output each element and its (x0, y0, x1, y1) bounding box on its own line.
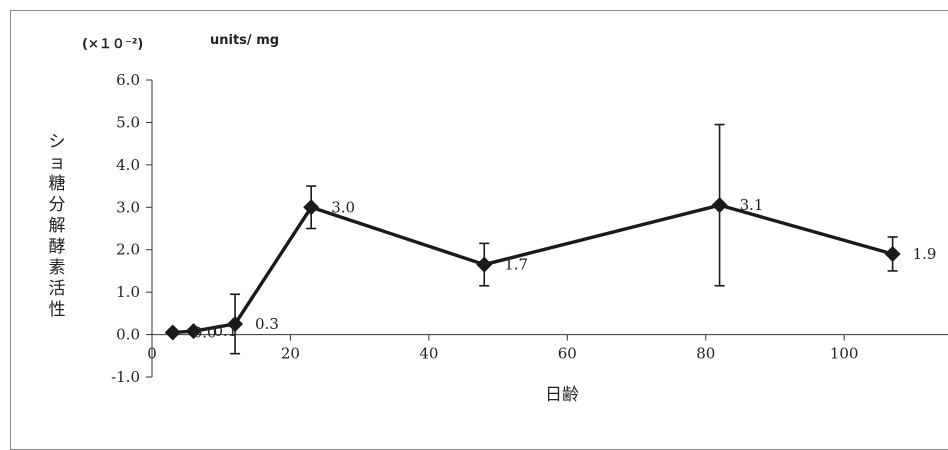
x-tick-label: 100 (830, 345, 859, 363)
y-tick-label: 5.0 (116, 113, 140, 131)
x-tick-label: 80 (696, 345, 715, 363)
series-line (172, 203, 894, 335)
y-tick-label: 2.0 (116, 241, 140, 259)
chart-plot: 6.0 5.0 4.0 3.0 2.0 1.0 0.0 -1.0 0 20 40 60 80 100 0.0… (111, 71, 948, 386)
y-tick-label: -1.0 (111, 368, 140, 386)
data-label: 1.7 (504, 256, 528, 274)
data-label: 0.0 (193, 323, 217, 341)
y-scale-note: (×１０⁻²) (82, 37, 144, 52)
data-label: 0.3 (255, 315, 279, 333)
y-tick-label: 3.0 (116, 198, 140, 216)
data-point-marker (227, 315, 244, 332)
data-label: 3.1 (740, 196, 764, 214)
y-tick-label: 0.0 (116, 326, 140, 344)
y-unit-label: units/ mg (210, 33, 280, 48)
data-point-marker (476, 256, 493, 273)
y-axis-label: ショ糖分解酵素活性 (48, 132, 66, 320)
data-label: 0.1 (214, 322, 238, 340)
data-point-marker (884, 245, 901, 262)
data-point-marker (164, 324, 181, 341)
x-tick-label: 60 (558, 345, 577, 363)
data-point-marker (303, 199, 320, 216)
data-label: 1.9 (913, 245, 937, 263)
y-tick-label: 1.0 (116, 283, 140, 301)
x-tick-label: 0 (147, 345, 157, 363)
x-axis-label: 日齢 (545, 385, 579, 405)
data-point-marker (711, 197, 728, 214)
x-tick-label: 20 (281, 345, 300, 363)
data-point-marker (185, 323, 202, 340)
y-tick-label: 6.0 (116, 71, 140, 89)
data-label: 3.0 (331, 198, 355, 216)
y-tick-label: 4.0 (116, 156, 140, 174)
x-tick-label: 40 (419, 345, 438, 363)
